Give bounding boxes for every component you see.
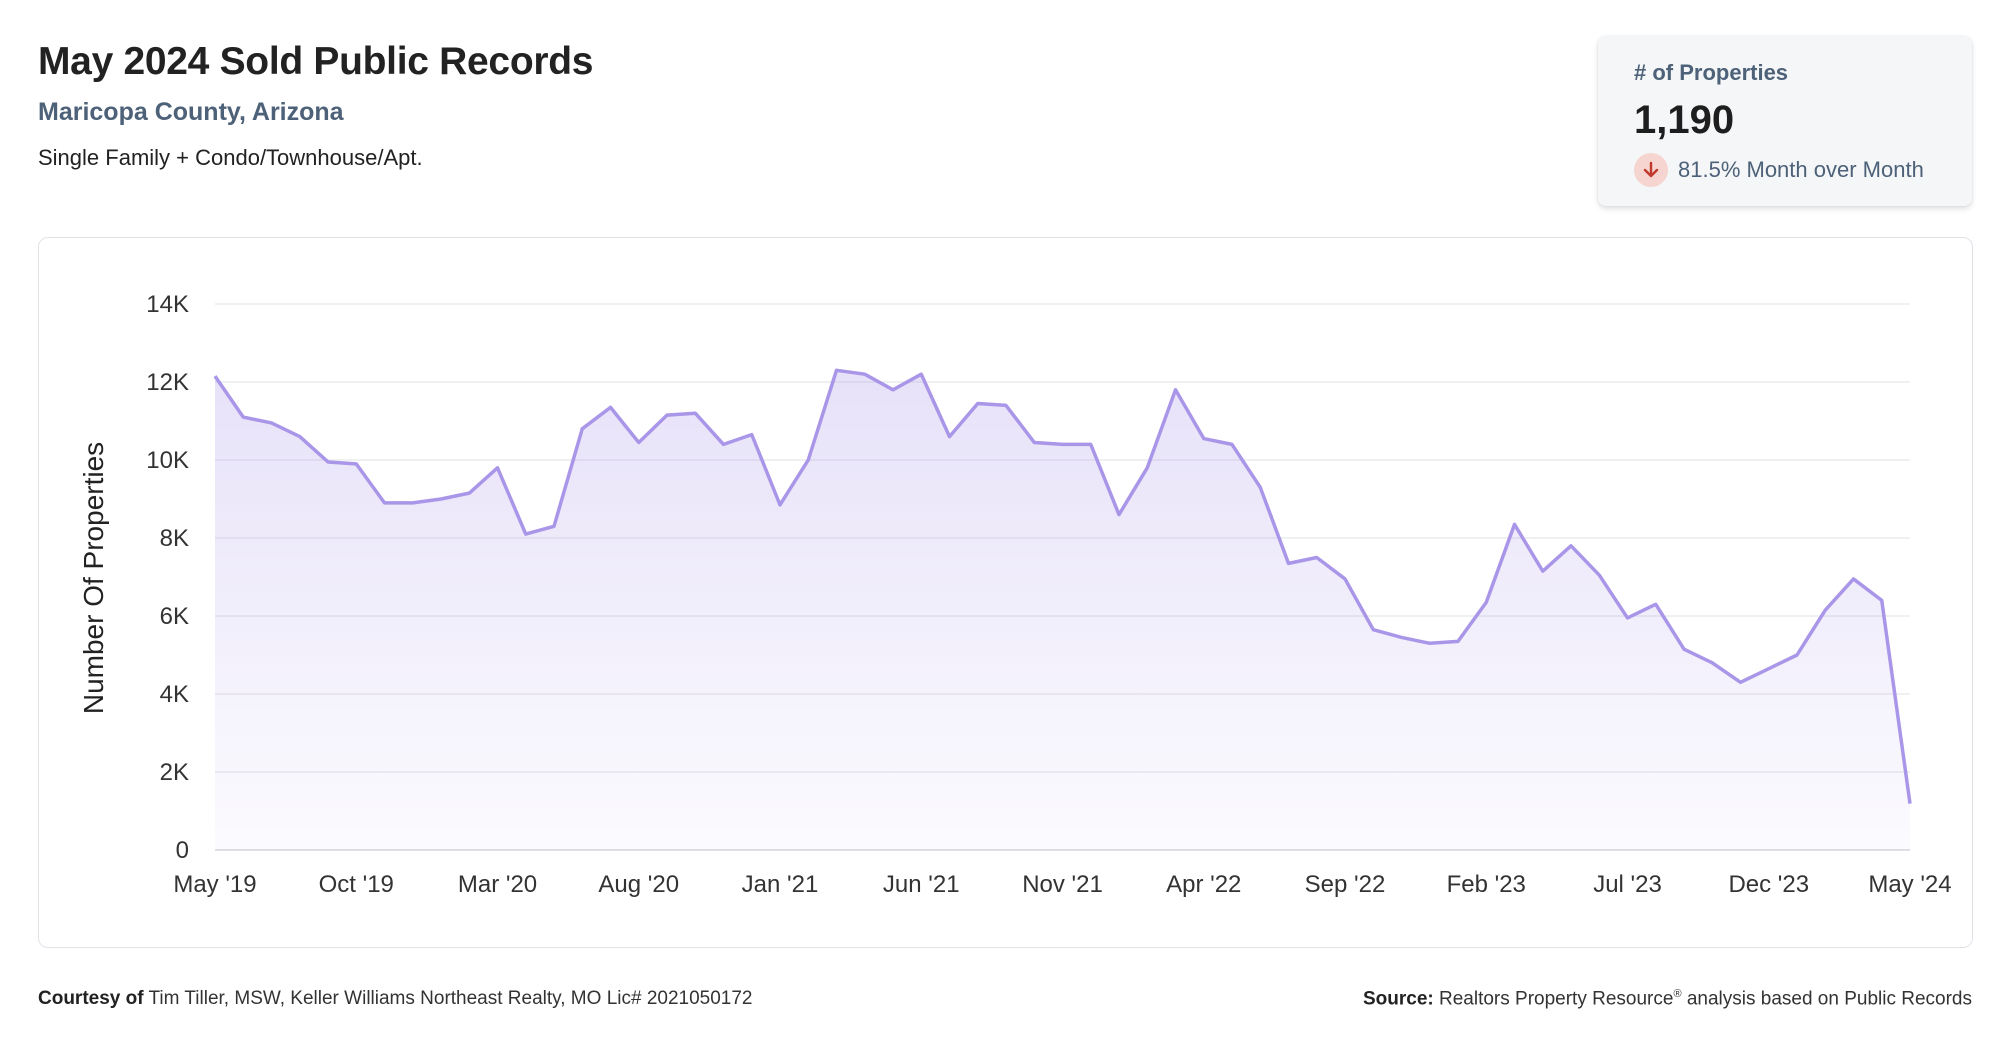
x-tick-label: Mar '20 xyxy=(458,871,537,898)
y-tick-label: 8K xyxy=(160,525,189,552)
x-tick-label: Dec '23 xyxy=(1728,871,1809,898)
y-tick-label: 14K xyxy=(146,291,189,318)
source-name: Realtors Property Resource xyxy=(1439,988,1674,1010)
x-tick-label: Jan '21 xyxy=(742,871,819,898)
y-tick-label: 2K xyxy=(160,759,189,786)
location-subtitle: Maricopa County, Arizona xyxy=(38,98,344,126)
x-tick-label: May '19 xyxy=(173,871,256,898)
arrow-down-icon xyxy=(1634,153,1668,187)
x-tick-label: May '24 xyxy=(1868,871,1951,898)
x-tick-label: Feb '23 xyxy=(1447,871,1526,898)
x-tick-label: Apr '22 xyxy=(1166,871,1241,898)
x-tick-label: Aug '20 xyxy=(598,871,679,898)
courtesy-footer: Courtesy of Tim Tiller, MSW, Keller Will… xyxy=(38,988,753,1010)
chart-container: 0 2K 4K 6K 8K 10K 12K 14K May '19 Oct '19 Mar '20 A… xyxy=(38,237,1973,948)
source-footer: Source: Realtors Property Resource® anal… xyxy=(1363,988,1972,1010)
stat-change: 81.5% Month over Month xyxy=(1634,153,1972,187)
page-title: May 2024 Sold Public Records xyxy=(38,40,594,83)
source-text: analysis based on Public Records xyxy=(1686,988,1972,1010)
stat-value: 1,190 xyxy=(1634,98,1735,142)
y-tick-label: 6K xyxy=(160,603,189,630)
report-header: May 2024 Sold Public Records Maricopa Co… xyxy=(38,40,593,171)
registered-mark: ® xyxy=(1673,988,1682,1000)
series-area-fill xyxy=(215,370,1910,850)
y-tick-label: 0 xyxy=(176,837,189,864)
source-label: Source: xyxy=(1362,988,1434,1010)
stat-change-text: 81.5% Month over Month xyxy=(1678,157,1924,182)
x-tick-label: Jul '23 xyxy=(1593,871,1662,898)
property-types-label: Single Family + Condo/Townhouse/Apt. xyxy=(38,145,423,170)
stat-label: # of Properties xyxy=(1634,60,1789,85)
x-tick-label: Jun '21 xyxy=(883,871,960,898)
x-tick-label: Oct '19 xyxy=(319,871,394,898)
series-line xyxy=(213,368,1912,804)
x-tick-label: Sep '22 xyxy=(1305,871,1386,898)
x-tick-label: Nov '21 xyxy=(1022,871,1103,898)
courtesy-text: Tim Tiller, MSW, Keller Williams Northea… xyxy=(148,988,753,1009)
sold-records-chart: 0 2K 4K 6K 8K 10K 12K 14K May '19 Oct '19 Mar '20 A… xyxy=(78,291,1952,898)
y-tick-label: 12K xyxy=(146,369,189,396)
y-axis-label: Number Of Properties xyxy=(78,442,109,714)
y-tick-label: 10K xyxy=(146,447,189,474)
properties-stat-card: # of Properties 1,190 81.5% Month over M… xyxy=(1598,36,1972,206)
courtesy-label: Courtesy of xyxy=(38,988,144,1009)
y-tick-label: 4K xyxy=(160,681,189,708)
